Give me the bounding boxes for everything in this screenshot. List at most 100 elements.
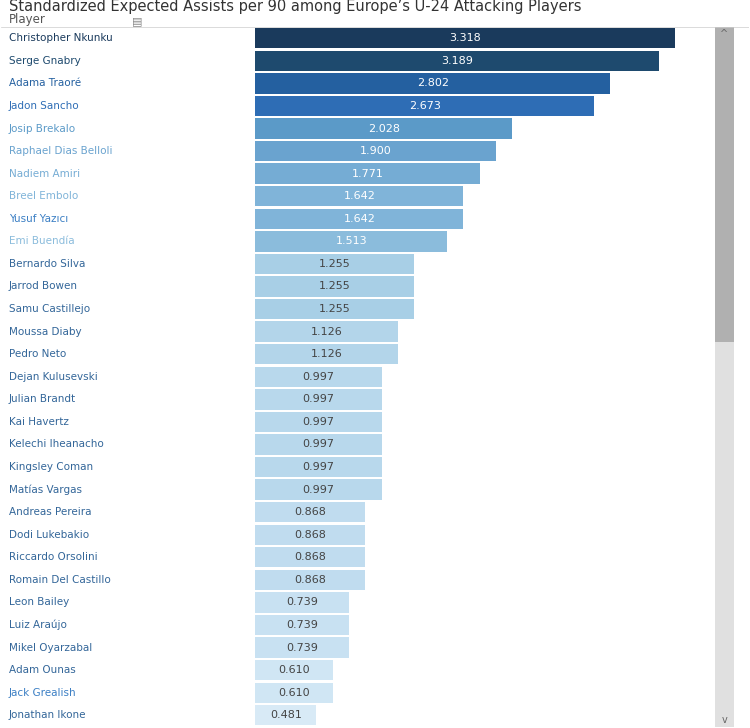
Text: 0.868: 0.868 <box>295 530 326 539</box>
Text: Christopher Nkunku: Christopher Nkunku <box>9 33 112 43</box>
Text: 0.997: 0.997 <box>302 485 334 494</box>
Text: Serge Gnabry: Serge Gnabry <box>9 56 80 66</box>
Text: Jack Grealish: Jack Grealish <box>9 688 76 697</box>
FancyBboxPatch shape <box>256 28 675 48</box>
Text: Kingsley Coman: Kingsley Coman <box>9 462 93 472</box>
Text: 2.673: 2.673 <box>409 101 440 111</box>
Text: 3.189: 3.189 <box>441 56 473 66</box>
FancyBboxPatch shape <box>256 389 382 410</box>
Text: Samu Castillejo: Samu Castillejo <box>9 304 90 314</box>
FancyBboxPatch shape <box>256 480 382 500</box>
FancyBboxPatch shape <box>256 209 464 229</box>
FancyBboxPatch shape <box>256 638 349 658</box>
FancyBboxPatch shape <box>256 457 382 478</box>
Text: Julian Brandt: Julian Brandt <box>9 395 76 404</box>
Text: 0.481: 0.481 <box>270 711 302 720</box>
Text: Romain Del Castillo: Romain Del Castillo <box>9 575 110 585</box>
FancyBboxPatch shape <box>256 96 594 116</box>
FancyBboxPatch shape <box>256 344 398 364</box>
FancyBboxPatch shape <box>256 322 398 341</box>
FancyBboxPatch shape <box>256 615 349 636</box>
Text: Mikel Oyarzabal: Mikel Oyarzabal <box>9 643 92 652</box>
FancyBboxPatch shape <box>256 435 382 455</box>
FancyBboxPatch shape <box>256 593 349 613</box>
Text: Player: Player <box>9 13 46 26</box>
FancyBboxPatch shape <box>256 277 414 296</box>
FancyBboxPatch shape <box>256 705 316 726</box>
Text: Josip Brekalo: Josip Brekalo <box>9 124 76 133</box>
FancyBboxPatch shape <box>256 141 496 161</box>
FancyBboxPatch shape <box>256 51 659 71</box>
FancyBboxPatch shape <box>256 232 447 251</box>
Text: 0.868: 0.868 <box>295 575 326 585</box>
Text: Kelechi Iheanacho: Kelechi Iheanacho <box>9 440 104 449</box>
Text: Adam Ounas: Adam Ounas <box>9 665 76 675</box>
Text: 1.255: 1.255 <box>319 304 351 314</box>
FancyBboxPatch shape <box>256 502 365 523</box>
Text: 1.513: 1.513 <box>335 237 367 246</box>
Text: Yusuf Yazıcı: Yusuf Yazıcı <box>9 214 68 223</box>
Text: ▤: ▤ <box>132 16 142 26</box>
FancyBboxPatch shape <box>256 119 512 138</box>
Text: Luiz Araújo: Luiz Araújo <box>9 620 67 630</box>
Text: 0.997: 0.997 <box>302 440 334 449</box>
Text: ^: ^ <box>720 29 728 39</box>
Text: 0.997: 0.997 <box>302 372 334 381</box>
Text: Standardized Expected Assists per 90 among Europe’s U-24 Attacking Players: Standardized Expected Assists per 90 amo… <box>9 0 581 14</box>
Text: Pedro Neto: Pedro Neto <box>9 349 66 359</box>
Text: 2.028: 2.028 <box>368 124 400 133</box>
Text: 0.997: 0.997 <box>302 462 334 472</box>
FancyBboxPatch shape <box>715 27 734 727</box>
Text: 0.739: 0.739 <box>286 620 318 630</box>
Text: 1.255: 1.255 <box>319 282 351 291</box>
Text: 0.739: 0.739 <box>286 643 318 652</box>
Text: Andreas Pereira: Andreas Pereira <box>9 507 92 517</box>
FancyBboxPatch shape <box>256 164 479 183</box>
FancyBboxPatch shape <box>256 412 382 432</box>
FancyBboxPatch shape <box>256 660 333 681</box>
Text: Adama Traoré: Adama Traoré <box>9 79 81 88</box>
FancyBboxPatch shape <box>715 27 734 341</box>
Text: 1.900: 1.900 <box>360 146 392 156</box>
Text: 0.610: 0.610 <box>278 665 310 675</box>
Text: 0.997: 0.997 <box>302 417 334 427</box>
Text: Leon Bailey: Leon Bailey <box>9 598 69 607</box>
FancyBboxPatch shape <box>256 299 414 319</box>
Text: Jarrod Bowen: Jarrod Bowen <box>9 282 78 291</box>
Text: Dejan Kulusevski: Dejan Kulusevski <box>9 372 98 381</box>
Text: Bernardo Silva: Bernardo Silva <box>9 259 86 269</box>
Text: Jonathan Ikone: Jonathan Ikone <box>9 711 86 720</box>
Text: 1.126: 1.126 <box>310 327 343 336</box>
FancyBboxPatch shape <box>256 367 382 387</box>
FancyBboxPatch shape <box>256 254 414 274</box>
Text: Dodi Lukebakio: Dodi Lukebakio <box>9 530 89 539</box>
Text: 1.642: 1.642 <box>344 191 375 201</box>
Text: v: v <box>722 715 728 725</box>
Text: Jadon Sancho: Jadon Sancho <box>9 101 80 111</box>
Text: 3.318: 3.318 <box>449 33 482 43</box>
FancyBboxPatch shape <box>256 547 365 568</box>
FancyBboxPatch shape <box>256 525 365 545</box>
Text: 0.868: 0.868 <box>295 507 326 517</box>
Text: Riccardo Orsolini: Riccardo Orsolini <box>9 553 98 562</box>
FancyBboxPatch shape <box>256 186 464 206</box>
Text: 0.739: 0.739 <box>286 598 318 607</box>
Text: 1.126: 1.126 <box>310 349 343 359</box>
Text: 1.771: 1.771 <box>352 169 383 178</box>
Text: Matías Vargas: Matías Vargas <box>9 484 82 495</box>
Text: Nadiem Amiri: Nadiem Amiri <box>9 169 80 178</box>
Text: 0.610: 0.610 <box>278 688 310 697</box>
Text: Raphael Dias Belloli: Raphael Dias Belloli <box>9 146 112 156</box>
Text: Moussa Diaby: Moussa Diaby <box>9 327 82 336</box>
FancyBboxPatch shape <box>256 74 610 93</box>
Text: 0.997: 0.997 <box>302 395 334 404</box>
FancyBboxPatch shape <box>256 570 365 590</box>
Text: 1.255: 1.255 <box>319 259 351 269</box>
Text: 1.642: 1.642 <box>344 214 375 223</box>
FancyBboxPatch shape <box>256 683 333 703</box>
Text: Breel Embolo: Breel Embolo <box>9 191 78 201</box>
Text: 0.868: 0.868 <box>295 553 326 562</box>
Text: Emi Buendía: Emi Buendía <box>9 237 74 246</box>
Text: Kai Havertz: Kai Havertz <box>9 417 69 427</box>
Text: 2.802: 2.802 <box>417 79 448 88</box>
